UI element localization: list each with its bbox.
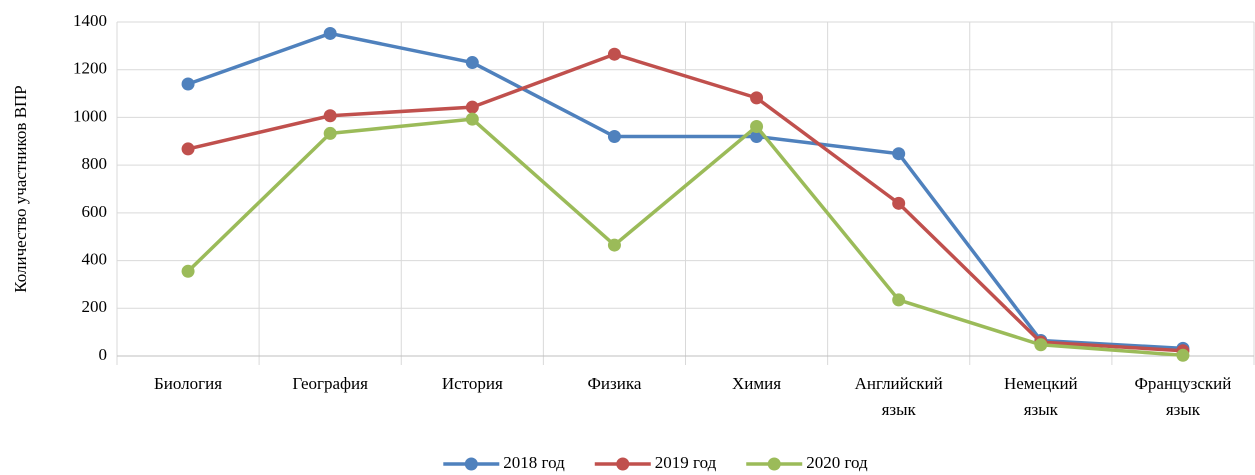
data-point bbox=[892, 147, 906, 161]
data-point bbox=[750, 91, 764, 105]
x-tick-label: Физика bbox=[587, 374, 641, 393]
data-point bbox=[181, 264, 195, 278]
data-point bbox=[750, 130, 764, 144]
data-point bbox=[607, 130, 621, 144]
legend-item: 2018 год bbox=[443, 453, 565, 472]
x-tick-label: Немецкий язык bbox=[1004, 374, 1078, 419]
y-tick-label: 200 bbox=[82, 297, 108, 316]
data-point bbox=[1034, 338, 1048, 352]
data-point bbox=[323, 126, 337, 140]
x-tick-label: Английский язык bbox=[855, 374, 943, 419]
x-tick-label: История bbox=[442, 374, 503, 393]
y-tick-label: 0 bbox=[99, 345, 108, 364]
x-tick-label: Французский язык bbox=[1134, 374, 1231, 419]
data-point bbox=[607, 238, 621, 252]
series-line bbox=[187, 31, 1184, 351]
data-point bbox=[323, 26, 337, 40]
data-point bbox=[892, 293, 906, 307]
x-tick-label: Химия bbox=[732, 374, 781, 393]
y-tick-label: 800 bbox=[82, 154, 108, 173]
data-point bbox=[750, 119, 764, 133]
legend-label: 2018 год bbox=[503, 453, 565, 472]
y-tick-label: 600 bbox=[82, 202, 108, 221]
series-line bbox=[186, 117, 1184, 358]
data-point bbox=[1176, 348, 1190, 362]
data-point bbox=[465, 112, 479, 126]
data-point bbox=[323, 109, 337, 123]
y-tick-label: 400 bbox=[82, 249, 108, 268]
x-tick-label: Биология bbox=[154, 374, 222, 393]
y-tick-label: 1400 bbox=[73, 11, 107, 30]
data-point bbox=[607, 47, 621, 61]
data-point bbox=[892, 196, 906, 210]
legend-item: 2019 год bbox=[594, 453, 717, 472]
data-point bbox=[181, 77, 195, 91]
data-point bbox=[465, 56, 479, 70]
legend-item: 2020 год bbox=[746, 453, 868, 472]
legend-marker bbox=[767, 457, 781, 471]
data-point bbox=[181, 142, 195, 156]
series-line bbox=[187, 52, 1184, 353]
y-axis-label: Количество участников ВПР bbox=[11, 85, 30, 293]
data-point bbox=[465, 100, 479, 114]
y-tick-label: 1000 bbox=[73, 106, 107, 125]
legend-label: 2020 год bbox=[806, 453, 868, 472]
legend-marker bbox=[464, 457, 478, 471]
legend-marker bbox=[616, 457, 630, 471]
y-tick-label: 1200 bbox=[73, 59, 107, 78]
legend-label: 2019 год bbox=[655, 453, 717, 472]
x-tick-label: География bbox=[292, 374, 368, 393]
